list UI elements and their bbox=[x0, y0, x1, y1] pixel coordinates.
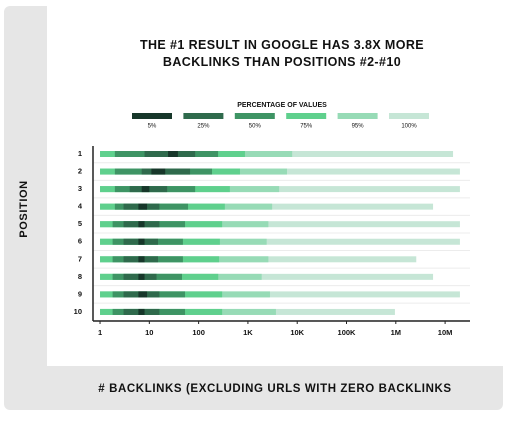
range-bar bbox=[138, 256, 145, 263]
legend-label: 25% bbox=[197, 124, 210, 130]
legend-swatch bbox=[132, 113, 172, 119]
range-bar bbox=[100, 221, 460, 228]
legend-swatch bbox=[337, 113, 378, 119]
range-bar bbox=[100, 273, 434, 280]
x-tick-label: 10 bbox=[145, 328, 153, 337]
legend-swatch bbox=[183, 113, 224, 119]
x-tick-label: 100 bbox=[192, 328, 205, 337]
x-tick-label: 100K bbox=[338, 328, 357, 337]
y-tick-label: 1 bbox=[78, 149, 82, 158]
range-bar bbox=[141, 168, 191, 175]
range-bar bbox=[138, 203, 148, 210]
legend-label: 75% bbox=[300, 124, 313, 130]
y-tick-label: 2 bbox=[78, 167, 82, 176]
legend-label: 95% bbox=[352, 124, 365, 130]
range-bar bbox=[100, 186, 460, 193]
legend-swatch bbox=[234, 113, 275, 119]
range-bar bbox=[138, 221, 145, 228]
y-tick-label: 8 bbox=[78, 272, 82, 281]
y-tick-label: 4 bbox=[78, 202, 83, 211]
range-bar bbox=[100, 291, 460, 298]
x-tick-label: 1 bbox=[98, 328, 102, 337]
range-bar bbox=[138, 273, 145, 280]
y-tick-label: 9 bbox=[78, 289, 82, 298]
y-tick-label: 5 bbox=[78, 219, 82, 228]
x-axis-label: # BACKLINKS (EXCLUDING URLS WITH ZERO BA… bbox=[98, 383, 451, 395]
range-bar bbox=[151, 168, 166, 175]
x-tick-label: 1M bbox=[391, 328, 401, 337]
y-tick-label: 3 bbox=[78, 184, 82, 193]
legend-label: 100% bbox=[401, 124, 417, 130]
y-axis-label: POSITION bbox=[18, 180, 30, 237]
legend-title: PERCENTAGE OF VALUES bbox=[237, 102, 327, 109]
x-tick-label: 10M bbox=[438, 328, 453, 337]
legend-label: 5% bbox=[148, 124, 157, 130]
chart-title: THE #1 RESULT IN GOOGLE HAS 3.8X MORE BA… bbox=[139, 38, 425, 69]
card bbox=[47, 6, 503, 366]
y-tick-label: 6 bbox=[78, 237, 82, 246]
range-bar bbox=[138, 308, 145, 315]
range-bar bbox=[100, 238, 460, 245]
legend-swatch bbox=[389, 113, 429, 119]
x-tick-label: 1K bbox=[243, 328, 253, 337]
range-bar bbox=[138, 238, 145, 245]
x-panel bbox=[47, 366, 503, 410]
range-bar bbox=[168, 151, 178, 157]
y-tick-label: 10 bbox=[74, 307, 82, 316]
range-bar bbox=[138, 291, 148, 298]
legend-swatch bbox=[286, 113, 327, 119]
legend-label: 50% bbox=[249, 124, 262, 130]
x-tick-label: 10K bbox=[290, 328, 304, 337]
y-tick-label: 7 bbox=[78, 254, 82, 263]
range-bar bbox=[141, 186, 150, 193]
